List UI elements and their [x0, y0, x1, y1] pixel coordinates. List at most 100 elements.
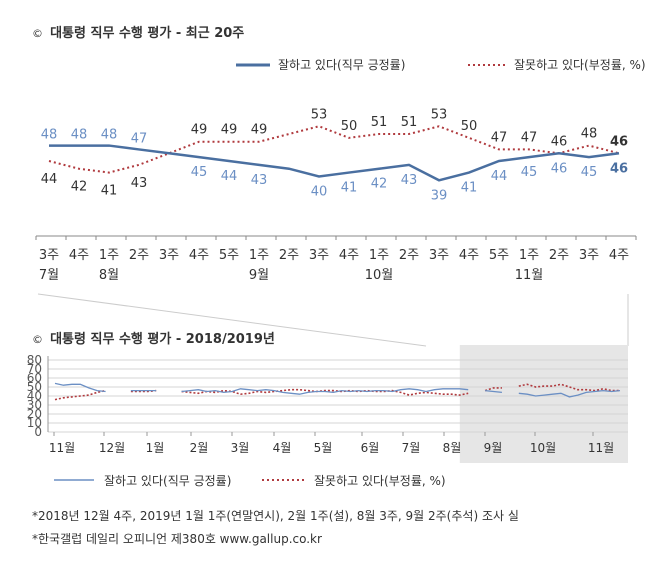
- bottom-chart-title: 대통령 직무 수행 평가 - 2018/2019년: [50, 332, 275, 347]
- approve-data-label: 48: [71, 128, 88, 143]
- disapprove-data-label: 53: [431, 107, 448, 122]
- legend-disapprove-label: 잘못하고 있다(부정률, %): [514, 58, 646, 72]
- week-tick-label: 4주: [609, 248, 629, 263]
- week-tick-label: 2주: [399, 248, 419, 263]
- x-tick-label: 11월: [49, 441, 75, 455]
- y-tick-label: 80: [27, 353, 42, 367]
- legend-approve-label: 잘하고 있다(직무 긍정률): [104, 474, 232, 488]
- x-tick-label: 4월: [273, 441, 292, 455]
- disapprove-data-label: 48: [581, 127, 598, 142]
- disapprove-data-label: 42: [71, 180, 88, 195]
- footnote-survey-gaps: *2018년 12월 4주, 2019년 1월 1주(연말연시), 2월 1주(…: [32, 509, 519, 523]
- legend-approve-line: [54, 479, 94, 481]
- approve-data-label: 39: [431, 188, 448, 203]
- approve-data-label: 43: [251, 173, 268, 188]
- approve-data-label: 48: [41, 128, 58, 143]
- y-tick-label: 70: [27, 362, 42, 376]
- legend-disapprove-line: [262, 479, 306, 481]
- disapprove-data-label: 49: [191, 123, 208, 138]
- x-tick-label: 12월: [99, 441, 125, 455]
- top-chart-header: © 대통령 직무 수행 평가 - 최근 20주: [32, 22, 244, 41]
- y-tick-label: 0: [34, 425, 42, 439]
- disapprove-data-label: 43: [131, 176, 148, 191]
- approve-data-label: 45: [191, 165, 208, 180]
- week-tick-label: 5주: [219, 248, 239, 263]
- disapprove-data-label: 46: [610, 134, 628, 149]
- x-tick-label: 10월: [530, 441, 556, 455]
- legend-approve-line: [236, 63, 270, 67]
- approve-data-label: 45: [521, 165, 538, 180]
- top-chart: 48 48 48 47 45 44 43 40 41 42 43 39 41 44 45 46 45 46 44 42…: [35, 107, 637, 283]
- approve-data-label: 46: [610, 161, 628, 176]
- approve-data-label: 42: [371, 177, 388, 192]
- month-tick-label: 7월: [39, 268, 59, 283]
- week-tick-label: 4주: [459, 248, 479, 263]
- bottom-chart-header: © 대통령 직무 수행 평가 - 2018/2019년: [32, 328, 275, 347]
- disapprove-data-label: 46: [551, 134, 568, 149]
- disapprove-data-label: 49: [221, 123, 238, 138]
- week-tick-label: 1주: [519, 248, 539, 263]
- approve-series-segment: [181, 388, 469, 395]
- approve-series-segment: [54, 382, 106, 393]
- disapprove-data-label: 49: [251, 123, 268, 138]
- disapprove-series-segment: [518, 383, 620, 392]
- week-tick-label: 2주: [129, 248, 149, 263]
- x-tick-label: 8월: [443, 441, 462, 455]
- x-tick-label: 3월: [231, 441, 250, 455]
- y-tick-label: 30: [27, 398, 42, 412]
- top-chart-title: 대통령 직무 수행 평가 - 최근 20주: [50, 26, 245, 41]
- week-tick-label: 4주: [189, 248, 209, 263]
- week-tick-label: 3주: [429, 248, 449, 263]
- week-tick-label: 1주: [99, 248, 119, 263]
- week-tick-label: 5주: [489, 248, 509, 263]
- disapprove-series-segment: [54, 389, 106, 401]
- week-tick-label: 3주: [159, 248, 179, 263]
- week-tick-label: 4주: [339, 248, 359, 263]
- x-tick-label: 5월: [314, 441, 333, 455]
- week-tick-label: 3주: [39, 248, 59, 263]
- x-tick-label: 9월: [484, 441, 503, 455]
- disapprove-data-label: 44: [41, 172, 58, 187]
- approve-series-segment: [485, 389, 503, 394]
- week-tick-label: 1주: [369, 248, 389, 263]
- approve-data-label: 47: [131, 131, 148, 146]
- disapprove-data-label: 51: [401, 115, 418, 130]
- approve-data-label: 44: [491, 169, 508, 184]
- legend-disapprove-line: [468, 64, 506, 66]
- week-tick-label: 1주: [249, 248, 269, 263]
- approve-data-label: 48: [101, 128, 118, 143]
- week-tick-label: 2주: [279, 248, 299, 263]
- approve-data-label: 41: [341, 181, 358, 196]
- legend-disapprove-label: 잘못하고 있다(부정률, %): [314, 474, 446, 488]
- y-tick-label: 50: [27, 380, 42, 394]
- week-tick-label: 4주: [69, 248, 89, 263]
- approve-data-label: 40: [311, 184, 328, 199]
- disapprove-series-line: [48, 125, 620, 174]
- y-tick-label: 60: [27, 371, 42, 385]
- disapprove-data-label: 47: [521, 130, 538, 145]
- week-tick-label: 2주: [549, 248, 569, 263]
- legend-approve-label: 잘하고 있다(직무 긍정률): [278, 58, 406, 72]
- copyright-mark: ©: [32, 27, 43, 40]
- x-tick-label: 7월: [402, 441, 421, 455]
- zoom-connector: [37, 293, 629, 347]
- top-chart-legend: 잘하고 있다(직무 긍정률) 잘못하고 있다(부정률, %): [236, 56, 656, 72]
- bottom-chart-legend: 잘하고 있다(직무 긍정률) 잘못하고 있다(부정률, %): [54, 472, 614, 488]
- month-tick-label: 11월: [515, 268, 544, 283]
- approve-data-label: 41: [461, 181, 478, 196]
- y-tick-label: 40: [27, 389, 42, 403]
- month-tick-label: 9월: [249, 268, 269, 283]
- y-tick-label: 10: [27, 416, 42, 430]
- disapprove-data-label: 51: [371, 115, 388, 130]
- copyright-mark: ©: [32, 333, 43, 346]
- disapprove-data-label: 41: [101, 184, 118, 199]
- month-tick-label: 10월: [365, 268, 394, 283]
- approve-data-label: 45: [581, 165, 598, 180]
- approve-data-label: 46: [551, 161, 568, 176]
- disapprove-data-label: 47: [491, 130, 508, 145]
- disapprove-data-label: 50: [341, 119, 358, 134]
- disapprove-data-label: 50: [461, 119, 478, 134]
- y-tick-label: 20: [27, 407, 42, 421]
- week-tick-label: 3주: [579, 248, 599, 263]
